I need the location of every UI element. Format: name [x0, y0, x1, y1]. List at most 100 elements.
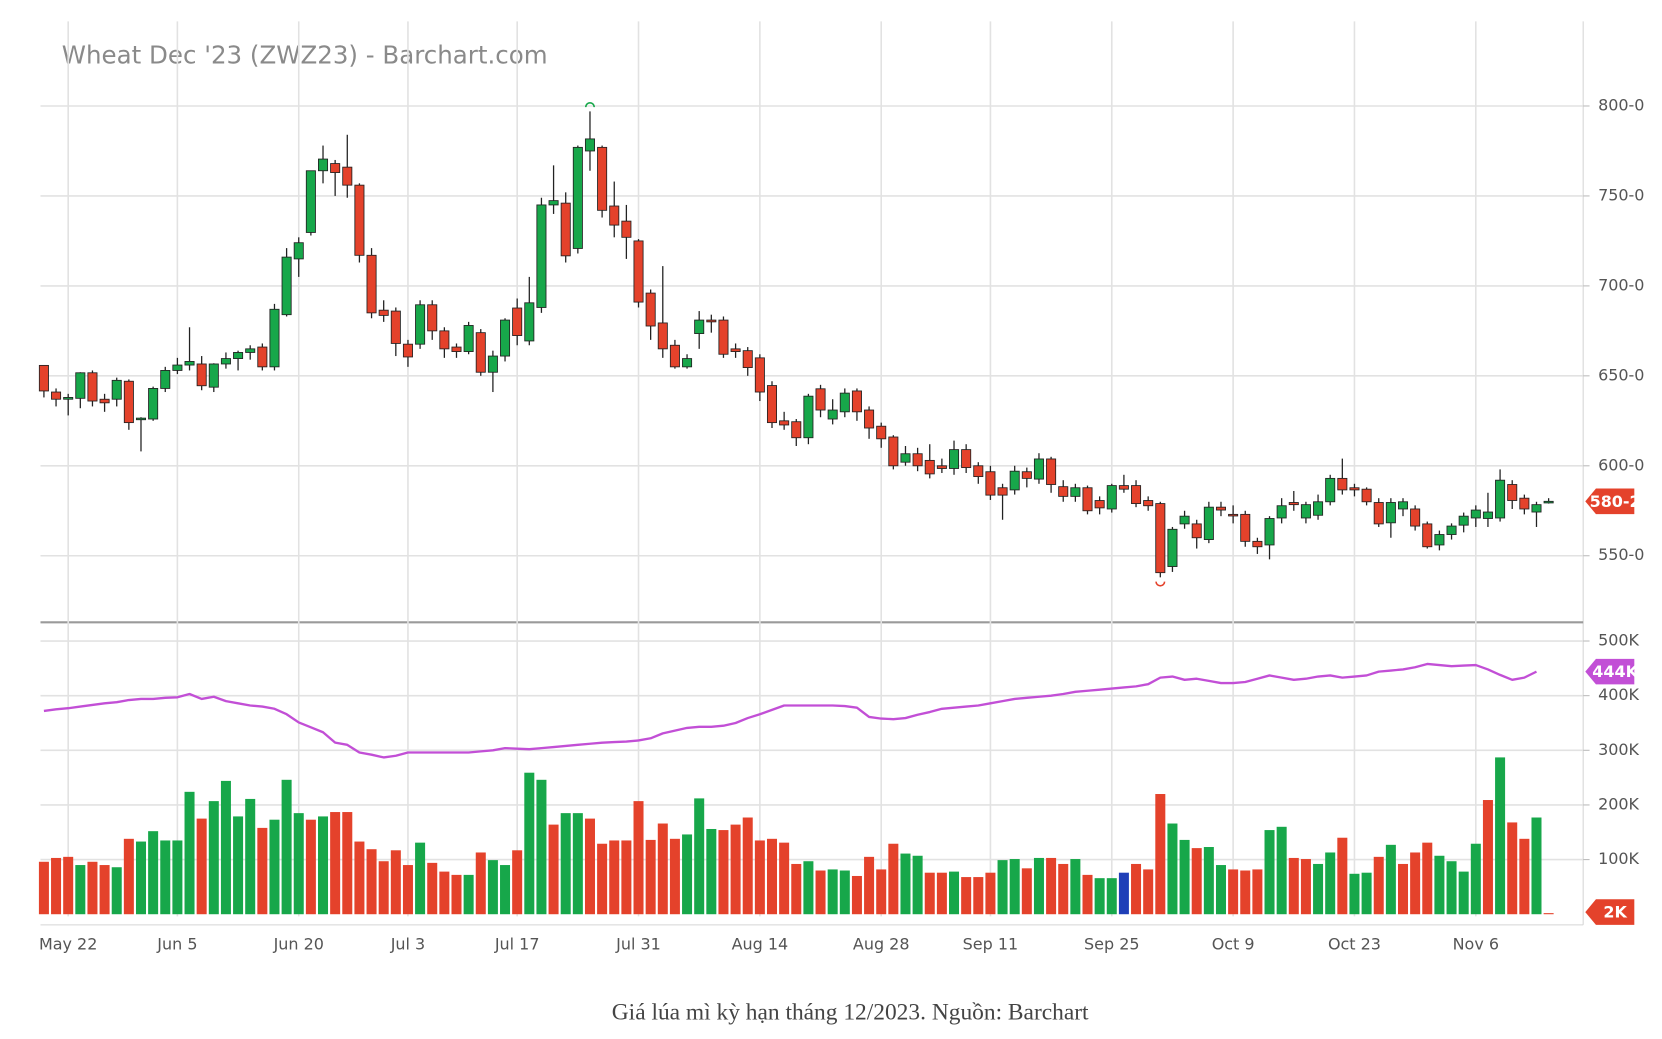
volume-bar [111, 867, 122, 915]
candle-body [1495, 479, 1506, 519]
candle-body [233, 352, 244, 359]
candle-body [1434, 534, 1445, 546]
last-volume-badge-shape [1585, 899, 1635, 925]
candle-body [1507, 484, 1518, 501]
candle-body [427, 304, 438, 332]
candle-body [1385, 502, 1396, 524]
candle-body [900, 453, 911, 463]
x-tick-label: Jul 17 [494, 935, 540, 954]
volume-bar [645, 839, 656, 915]
volume-bar [1021, 868, 1032, 915]
y-tick-label: 650-0 [1598, 365, 1644, 384]
volume-bar [63, 856, 74, 915]
volume-bar [305, 819, 316, 915]
volume-bar [123, 838, 134, 915]
volume-bar [38, 861, 49, 915]
volume-bar [1397, 863, 1409, 915]
candle-body [1361, 488, 1372, 503]
volume-bar [1070, 859, 1081, 915]
volume-bar [1434, 855, 1445, 915]
volume-bar [633, 801, 644, 915]
candle-body [985, 471, 996, 496]
volume-bar [293, 813, 304, 915]
volume-bar [148, 831, 159, 915]
volume-bar [245, 798, 256, 915]
volume-bar [1313, 863, 1324, 915]
candle-body [160, 370, 171, 389]
volume-bar [208, 801, 219, 915]
candle-body [1118, 485, 1129, 490]
volume-bar [463, 874, 474, 915]
candle-body [38, 364, 49, 392]
candle-body [123, 380, 134, 424]
volume-bar [512, 850, 523, 915]
candle-body [1070, 487, 1081, 497]
volume-bar [500, 865, 511, 915]
volume-bar [1252, 869, 1263, 915]
volume-bar [135, 841, 147, 915]
candle-body [1264, 518, 1275, 546]
volume-bar [475, 852, 486, 915]
volume-bar [560, 813, 571, 915]
volume-bar [1349, 873, 1360, 915]
high-marker [584, 102, 596, 108]
candle-body [766, 385, 778, 424]
candle-body [572, 146, 583, 249]
candle-body [536, 204, 547, 308]
candle-body [415, 304, 426, 345]
volume-bar [1118, 872, 1129, 915]
candle-body [1106, 485, 1117, 510]
x-tick-label: Jul 31 [615, 935, 661, 954]
volume-bar [1191, 848, 1202, 915]
volume-bar [1446, 861, 1457, 915]
candle-body [87, 372, 98, 402]
candle-body [318, 158, 329, 172]
volume-bar [172, 840, 183, 915]
y2-tick-label: 200K [1598, 794, 1639, 813]
candle-body [961, 449, 972, 469]
x-tick-label: Aug 14 [732, 935, 789, 954]
x-tick-label: Jun 20 [273, 935, 324, 954]
volume-bar [427, 862, 438, 915]
candle-body [1482, 511, 1493, 519]
volume-bar [1033, 857, 1044, 915]
open-interest-line [43, 662, 1538, 759]
volume-bar [997, 860, 1008, 915]
candle-body [669, 344, 680, 368]
candle-body [1058, 486, 1069, 497]
volume-bar [1325, 852, 1336, 915]
volume-bar [75, 865, 86, 915]
candle-body [463, 325, 474, 352]
volume-bar [1276, 826, 1287, 915]
candle-body [184, 361, 195, 366]
last-price-badge-shape [1585, 488, 1635, 515]
candle-body [791, 421, 802, 439]
volume-bar [1422, 842, 1433, 915]
volume-bar [779, 842, 790, 915]
volume-bar [536, 779, 547, 915]
volume-bar [439, 871, 450, 915]
y-tick-label: 700-0 [1598, 275, 1644, 294]
volume-bar [451, 874, 462, 915]
candle-body [912, 453, 923, 467]
volume-bar [415, 842, 426, 915]
caption: Giá lúa mì kỳ hạn tháng 12/2023. Nguồn: … [612, 1000, 1089, 1026]
low-marker [1155, 581, 1166, 587]
candle-body [1021, 471, 1032, 479]
volume-bar [1058, 863, 1069, 915]
volume-bar [281, 779, 292, 915]
volume-bar [1385, 844, 1396, 915]
candle-body [1143, 500, 1154, 507]
candle-body [1349, 487, 1360, 491]
candle-body [1131, 485, 1142, 504]
candle-body [1228, 513, 1239, 517]
candle-body [1009, 470, 1020, 491]
candle-body [924, 459, 935, 475]
candle-body [645, 292, 656, 327]
x-tick-label: Sep 25 [1084, 935, 1140, 954]
candle-body [560, 202, 571, 257]
candle-body [803, 395, 814, 439]
candle-body [742, 350, 753, 368]
candle-body [220, 358, 231, 365]
volume-bar [354, 841, 365, 915]
